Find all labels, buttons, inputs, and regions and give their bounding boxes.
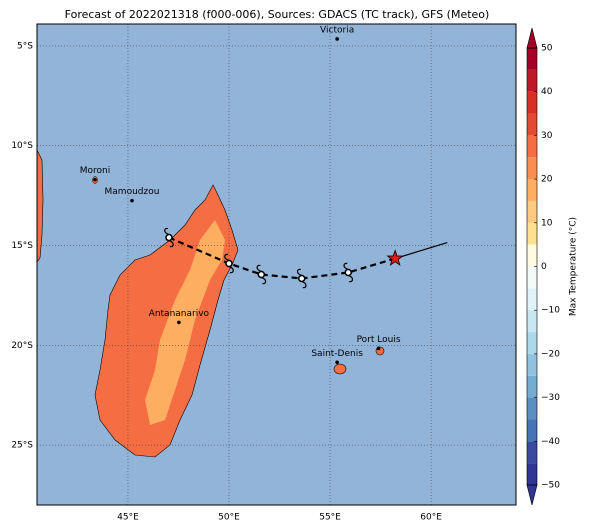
lat-tick-label: 20°S [11,341,33,351]
colorbar-band [527,157,537,180]
colorbar-tick-label: −10 [541,306,560,316]
city-label: Antananarivo [149,309,210,319]
colorbar-tick-label: 20 [541,175,553,185]
current-position [386,249,404,266]
lat-tick-label: 15°S [11,241,33,251]
lat-tick-label: 25°S [11,441,33,451]
cyclone-arm [224,253,234,274]
colorbar-band [527,310,537,333]
city-label: Mamoudzou [105,187,160,197]
city-dot [335,360,339,365]
cyclone-eye [298,274,306,283]
colorbar-band [527,69,537,92]
colorbar-band [527,463,537,485]
city-label: Moroni [80,166,111,176]
ocean [37,24,516,505]
cyclone-arm [343,262,354,283]
colorbar-band [527,375,537,398]
colorbar-tick-label: −20 [541,349,560,359]
reunion [333,363,347,375]
city-dot [376,346,381,351]
title: Forecast of 2022021318 (f000-006), Sourc… [65,8,490,21]
colorbar-band [527,113,537,136]
cyclone-eye [225,259,233,268]
cyclone-eye [257,270,266,279]
colorbar-band [527,397,537,420]
colorbar-tick-label: −40 [541,437,560,447]
cyclone-eye [165,233,173,242]
city-dot [177,320,181,325]
colorbar-tick-label: 0 [541,262,547,272]
colorbar-tick-label: −50 [541,481,560,491]
colorbar-tick-label: 10 [541,218,553,228]
cyclone-symbol [224,253,234,274]
cyclone-arm [296,268,307,289]
lon-tick-label: 55°E [319,513,341,523]
colorbar-band [527,288,537,311]
colorbar-tick-label: 40 [541,87,553,97]
city-label: Victoria [320,25,354,35]
colorbar-label: Max Temperature (°C) [569,217,579,316]
colorbar-arrow-bottom [526,484,538,506]
colorbar-band [527,91,537,114]
track-observed [394,241,448,260]
city-dot [93,177,97,182]
africa-coast [37,149,44,263]
colorbar-band [527,332,537,354]
cyclone-symbol [256,264,267,285]
cyclone-symbol [296,268,307,289]
city-dot [130,198,134,203]
cyclone-eye [344,268,352,277]
track-forecast [168,236,396,280]
lon-tick-label: 45°E [117,513,139,523]
colorbar-band [527,222,537,245]
colorbar-tick-label: 50 [541,44,553,54]
colorbar-band [527,200,537,223]
lon-tick-label: 50°E [218,513,240,523]
lon-tick-label: 60°E [420,513,442,523]
colorbar-arrow-top [526,27,538,49]
lat-tick-label: 5°S [17,41,33,51]
cyclone-arm [256,264,267,285]
highlands [145,220,225,425]
city-label: Saint-Denis [311,349,363,359]
colorbar-band [527,48,537,70]
cyclone-symbol [164,227,174,248]
colorbar-band [527,353,537,376]
colorbar-band [527,419,537,442]
colorbar-band [527,266,537,289]
colorbar-band [527,135,537,158]
cyclone-arm [164,227,174,248]
city-label: Port Louis [357,335,401,345]
city-dot [335,37,339,41]
colorbar-band [527,179,537,201]
colorbar-band [527,244,537,267]
lat-tick-label: 10°S [11,141,33,151]
colorbar-band [527,441,537,464]
colorbar-tick-label: −30 [541,393,560,403]
land [37,149,385,458]
colorbar-tick-label: 30 [541,131,553,141]
cyclone-symbol [343,262,354,283]
map-frame [36,23,517,506]
